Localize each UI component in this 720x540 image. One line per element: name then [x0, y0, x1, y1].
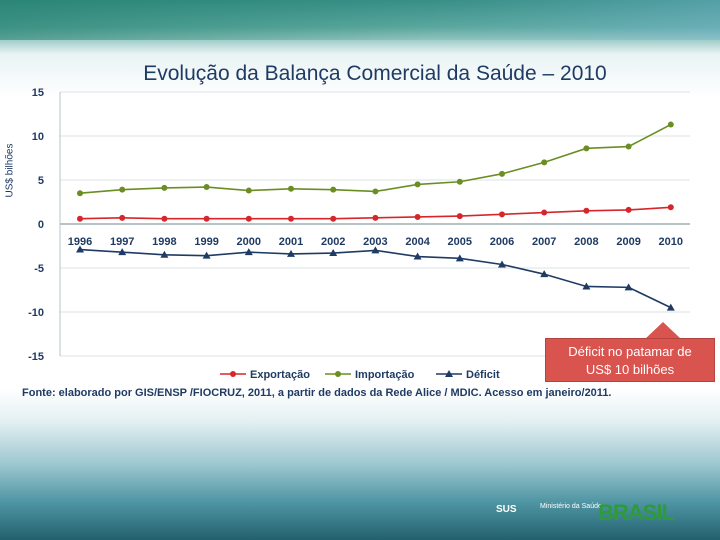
data-point [245, 187, 252, 194]
callout-line-1: Déficit no patamar de [568, 344, 692, 359]
callout-arrow [645, 322, 681, 339]
x-tick-label: 2000 [237, 236, 261, 248]
data-point [498, 260, 506, 268]
y-tick-label: 5 [38, 175, 44, 187]
series-line [79, 123, 672, 194]
data-point [203, 184, 210, 191]
y-tick-label: -10 [28, 307, 44, 319]
data-point [499, 211, 505, 218]
data-point [624, 283, 633, 291]
legend-label: Déficit [466, 369, 500, 381]
data-point [202, 251, 211, 259]
data-point [583, 145, 590, 152]
data-point [582, 282, 591, 290]
series-line [79, 248, 672, 309]
x-tick-label: 2004 [405, 236, 430, 248]
data-point [330, 186, 337, 193]
x-tick-label: 1998 [152, 236, 176, 248]
x-tick-label: 2001 [279, 236, 303, 248]
callout-line-2: US$ 10 bilhões [585, 362, 675, 377]
data-point [161, 215, 168, 222]
y-tick-label: 10 [32, 131, 44, 143]
data-point [413, 252, 422, 260]
legend-marker [230, 371, 236, 377]
data-point [456, 213, 463, 220]
x-tick-label: 2008 [574, 236, 598, 248]
legend-marker [335, 371, 341, 377]
x-tick-label: 2005 [448, 236, 472, 248]
x-tick-label: 2006 [490, 236, 514, 248]
data-point [77, 190, 83, 197]
data-point [667, 121, 674, 128]
data-point [119, 214, 126, 221]
data-point [541, 159, 548, 166]
data-point [499, 170, 505, 177]
data-point [160, 250, 169, 258]
data-point [119, 186, 126, 193]
data-point [244, 248, 253, 256]
x-tick-label: 1996 [68, 236, 92, 248]
data-point [372, 188, 379, 195]
y-tick-label: 15 [32, 87, 44, 99]
data-point [330, 215, 337, 222]
data-point [455, 254, 464, 262]
x-tick-label: 2002 [321, 236, 345, 248]
data-point [118, 248, 127, 256]
x-tick-label: 2003 [363, 236, 387, 248]
data-point [161, 184, 168, 191]
x-tick-label: 2009 [616, 236, 640, 248]
data-point [667, 204, 674, 211]
x-tick-label: 2007 [532, 236, 556, 248]
legend-label: Exportação [250, 369, 310, 381]
data-point [287, 249, 295, 257]
x-tick-label: 2010 [659, 236, 683, 248]
data-point [625, 206, 632, 213]
data-point [540, 270, 549, 278]
data-point [203, 215, 210, 222]
data-point [414, 213, 421, 220]
data-point [76, 245, 84, 253]
source-note: Fonte: elaborado por GIS/ENSP /FIOCRUZ, … [22, 387, 612, 399]
data-point [541, 209, 548, 216]
data-point [288, 185, 294, 192]
data-point [245, 215, 252, 222]
data-point [77, 215, 83, 222]
legend-marker [445, 370, 453, 377]
data-point [329, 249, 338, 257]
y-tick-label: -5 [34, 263, 44, 275]
legend-label: Importação [355, 369, 415, 381]
data-point [625, 143, 632, 150]
y-tick-label: -15 [28, 351, 44, 363]
data-point [372, 214, 379, 221]
slide-header-band [0, 0, 720, 40]
x-tick-label: 1999 [194, 236, 218, 248]
y-tick-label: 0 [38, 219, 44, 231]
ministerio-saude-logo: Ministério da Saúde [540, 503, 602, 510]
data-point [414, 181, 421, 188]
sus-logo: SUS [496, 504, 517, 515]
data-point [371, 246, 380, 254]
chart-title: Evolução da Balança Comercial da Saúde –… [143, 62, 607, 85]
x-tick-label: 1997 [110, 236, 134, 248]
data-point [666, 303, 675, 311]
data-point [456, 178, 463, 185]
data-point [583, 207, 590, 214]
data-point [288, 215, 294, 222]
deficit-callout: Déficit no patamar de US$ 10 bilhões [545, 338, 715, 382]
brasil-logo: BRASIL [598, 500, 675, 525]
